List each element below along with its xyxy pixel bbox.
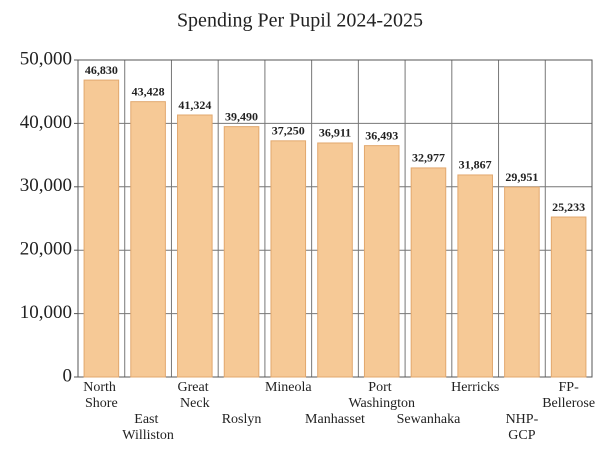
y-tick-label: 0 (63, 365, 73, 386)
data-label: 32,977 (412, 151, 445, 165)
bar (504, 186, 540, 378)
bar (363, 145, 400, 378)
data-label: 46,830 (85, 63, 118, 77)
data-label: 39,490 (225, 109, 258, 123)
bar (83, 79, 120, 378)
data-label: 29,951 (505, 170, 538, 184)
data-label: 41,324 (178, 98, 211, 112)
x-tick-label: Sewanhaka (397, 412, 462, 427)
bar (270, 140, 307, 378)
y-tick-label: 30,000 (20, 175, 72, 196)
bar (223, 126, 260, 378)
x-tick-label: Herricks (451, 380, 499, 395)
data-label: 37,250 (272, 124, 305, 138)
x-tick-label: Mineola (265, 380, 312, 395)
x-tick-label: Port Washington (348, 380, 415, 411)
y-tick-label: 10,000 (20, 302, 72, 323)
bar (457, 174, 493, 378)
data-label: 36,911 (319, 126, 351, 140)
x-tick-label: Great Neck (178, 380, 213, 411)
bar (177, 114, 213, 378)
x-tick-label: NHP-GCP (506, 412, 539, 443)
x-tick-label: Manhasset (305, 412, 365, 427)
x-tick-label: North Shore (83, 380, 119, 411)
bar (550, 216, 587, 378)
chart-title: Spending Per Pupil 2024-2025 (177, 10, 423, 32)
data-label: 43,428 (132, 84, 165, 98)
y-tick-label: 40,000 (20, 112, 72, 133)
data-label: 25,233 (552, 200, 585, 214)
x-tick-label: FP-Bellerose (542, 380, 595, 411)
y-tick-label: 50,000 (20, 48, 72, 69)
x-tick-label: East Williston (122, 412, 174, 443)
x-tick-label: Roslyn (222, 412, 262, 427)
bar (130, 101, 166, 378)
bar (317, 142, 353, 378)
bar (410, 167, 447, 378)
y-tick-label: 20,000 (20, 239, 72, 260)
data-label: 36,493 (365, 128, 398, 142)
data-label: 31,867 (459, 158, 492, 172)
